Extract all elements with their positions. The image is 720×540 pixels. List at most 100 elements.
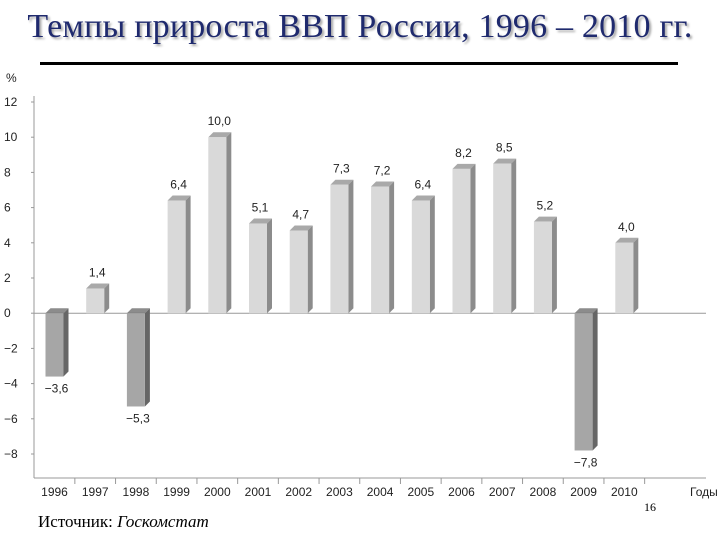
x-tick-label: 1998 (123, 485, 150, 499)
x-tick-label: 2004 (367, 485, 394, 499)
bar-top (615, 237, 639, 243)
source-value: Госкомстат (117, 512, 209, 531)
x-tick-label: 2010 (611, 485, 638, 499)
bar-face (574, 313, 593, 451)
bar-face (249, 223, 267, 314)
bar-value-label: 7,2 (374, 163, 391, 177)
x-tick-label: 2005 (407, 485, 434, 499)
y-tick-label: −2 (4, 341, 18, 355)
bar (574, 308, 598, 451)
slide-title: Темпы прироста ВВП России, 1996 – 2010 г… (27, 8, 693, 45)
bar-top (371, 181, 395, 187)
bar-top (167, 195, 191, 201)
gdp-growth-chart: % 12 10 8 6 4 2 0 −2 −4 −6 −8 −3,6 1,4 −5,3 6,4 10,0 5,… (4, 71, 718, 499)
x-tick-label: 1999 (163, 485, 190, 499)
title-divider (40, 62, 678, 65)
bars (45, 132, 639, 451)
bar-value-label: −7,8 (574, 455, 598, 469)
bar-top (411, 195, 435, 201)
bar-face (371, 186, 390, 314)
y-tick-label: 6 (4, 201, 11, 215)
bar (289, 225, 313, 314)
bar-top (289, 225, 313, 231)
bar-face (45, 313, 64, 377)
bar-face (615, 242, 634, 314)
bar-face (167, 200, 186, 314)
bar (615, 237, 639, 314)
bar-top (208, 132, 232, 138)
bar-side (633, 237, 639, 314)
y-tick-label: 12 (4, 95, 18, 109)
bar-face (452, 168, 471, 314)
x-axis: 1996 1997 1998 1999 2000 2001 2002 2003 2004 2005… (34, 477, 718, 499)
y-axis-unit-label: % (6, 71, 17, 85)
bar-value-label: −3,6 (45, 382, 69, 396)
bar-face (330, 184, 349, 314)
x-tick-label: 2003 (326, 485, 353, 499)
y-tick-label: 2 (4, 271, 11, 285)
bar-face (411, 200, 430, 314)
bar-top (493, 158, 517, 164)
bar-value-label: 6,4 (170, 178, 187, 192)
page-number: 16 (644, 500, 656, 514)
source-note: Источник: Госкомстат (38, 512, 209, 532)
bar-value-label: 10,0 (208, 114, 232, 128)
x-tick-label: 2002 (285, 485, 312, 499)
bar-side (267, 218, 272, 314)
bar (167, 195, 191, 314)
x-tick-label: 2008 (530, 485, 557, 499)
x-tick-label: 1996 (41, 485, 68, 499)
bar-face (86, 288, 105, 314)
bar (330, 179, 354, 314)
bar-value-label: 7,3 (333, 162, 350, 176)
bar-side (185, 195, 191, 314)
bar-face (533, 221, 552, 314)
bar-value-label: 5,2 (537, 199, 554, 213)
bar-value-label: 4,7 (292, 207, 309, 221)
bar-face (493, 163, 512, 314)
x-tick-label: 2001 (245, 485, 272, 499)
bar (371, 181, 395, 314)
bar-top (126, 308, 150, 314)
bar (208, 132, 232, 314)
bar-face (208, 137, 227, 314)
y-tick-label: 4 (4, 236, 11, 250)
bar-side (307, 225, 313, 314)
bar-side (104, 283, 110, 314)
bar-top (533, 216, 557, 222)
y-axis: 12 10 8 6 4 2 0 −2 −4 −6 −8 (4, 95, 706, 478)
x-tick-label: 1997 (82, 485, 109, 499)
bar-side (551, 216, 557, 314)
bar-value-label: 8,2 (455, 146, 472, 160)
bar-value-label: 6,4 (414, 178, 431, 192)
bar (86, 283, 110, 314)
bar (452, 163, 476, 314)
bar (411, 195, 435, 314)
x-tick-label: 2009 (570, 485, 597, 499)
y-tick-label: 10 (4, 130, 18, 144)
bar-side (144, 308, 150, 407)
bar-side (429, 195, 435, 314)
bar-top (330, 179, 354, 185)
bar-value-label: −5,3 (126, 411, 150, 425)
bar-value-label: 8,5 (496, 141, 513, 155)
data-labels: −3,6 1,4 −5,3 6,4 10,0 5,1 4,7 7,3 7,2 6,4 8,2 8,5 5… (45, 114, 635, 469)
bar-side (63, 308, 69, 377)
bar-value-label: 1,4 (89, 266, 106, 280)
bar (249, 218, 272, 314)
bar-side (592, 308, 598, 451)
bar-side (389, 181, 395, 314)
y-tick-label: −4 (4, 377, 18, 391)
bar-side (470, 163, 476, 314)
bar-face (126, 313, 145, 407)
bar (533, 216, 557, 314)
bar-value-label: 4,0 (618, 220, 635, 234)
x-axis-title: Годы (690, 485, 718, 499)
y-tick-label: 8 (4, 165, 11, 179)
bar-side (511, 158, 517, 314)
y-tick-label: −8 (4, 447, 18, 461)
bar-side (348, 179, 354, 314)
bar (126, 308, 150, 407)
y-tick-label: 0 (4, 306, 11, 320)
bar-top (574, 308, 598, 314)
